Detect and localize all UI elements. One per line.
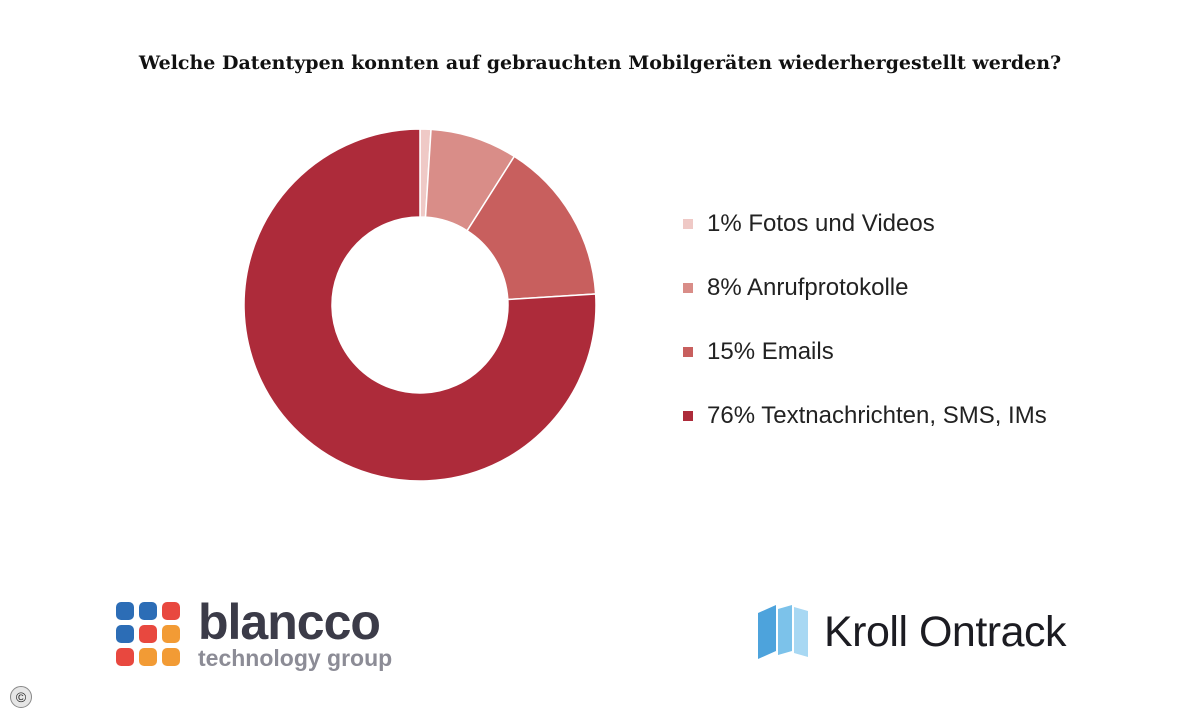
blancco-logo: blancco technology group [116,594,393,671]
chart-legend: 1% Fotos und Videos 8% Anrufprotokolle 1… [683,192,1047,448]
legend-item-textnachrichten: 76% Textnachrichten, SMS, IMs [683,384,1047,448]
legend-swatch [683,411,693,421]
legend-item-anrufprotokolle: 8% Anrufprotokolle [683,256,1047,320]
legend-item-emails: 15% Emails [683,320,1047,384]
legend-swatch [683,347,693,357]
legend-swatch [683,283,693,293]
kroll-ontrack-name: Kroll Ontrack [824,607,1067,656]
legend-label: 15% Emails [707,338,834,365]
legend-label: 76% Textnachrichten, SMS, IMs [707,402,1047,429]
chart-title: Welche Datentypen konnten auf gebrauchte… [138,52,1062,74]
legend-swatch [683,219,693,229]
blancco-dots-icon [116,602,180,666]
legend-item-fotos: 1% Fotos und Videos [683,192,1047,256]
kroll-ontrack-logo: Kroll Ontrack [758,605,1067,659]
donut-slice-3 [243,128,597,482]
blancco-name: blancco [198,594,381,650]
book-icon [758,605,808,659]
donut-slice-2 [466,155,597,301]
legend-label: 8% Anrufprotokolle [707,274,909,301]
copyright-icon: © [10,686,32,708]
blancco-tagline: technology group [198,645,393,671]
donut-chart [243,128,597,482]
legend-label: 1% Fotos und Videos [707,210,935,237]
